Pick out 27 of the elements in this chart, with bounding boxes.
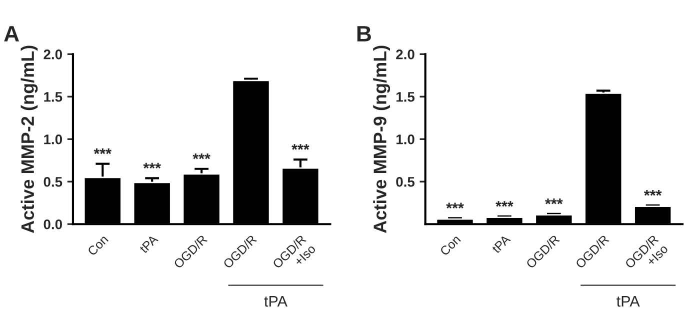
y-axis-title: Active MMP-9 (ng/mL) xyxy=(373,46,390,233)
annotation: *** xyxy=(143,162,161,169)
x-tick-label: tPA xyxy=(491,234,511,254)
annotation: *** xyxy=(545,198,563,204)
x-tick-label: tPA xyxy=(138,234,159,254)
annotation: *** xyxy=(94,148,112,154)
y-tick-label: 1.0 xyxy=(396,134,414,144)
text: tPA xyxy=(264,296,288,307)
y-axis-title: Active MMP-2 (ng/mL) xyxy=(20,46,38,233)
y-tick-label: 0.0 xyxy=(44,219,62,230)
chart-title: A xyxy=(4,26,20,42)
annotation: *** xyxy=(644,190,662,196)
y-tick-label: 2.0 xyxy=(44,49,62,60)
y-tick-label: 1.5 xyxy=(44,92,62,102)
y-tick-label: 2.0 xyxy=(396,49,414,60)
annotation: *** xyxy=(446,202,464,208)
x-tick-label: Con xyxy=(439,234,461,256)
y-tick-label: 1.0 xyxy=(44,134,62,144)
annotation: *** xyxy=(292,144,310,150)
x-tick-label: Con xyxy=(87,234,109,256)
y-tick-label: 1.5 xyxy=(396,92,415,102)
y-tick-label: 0.5 xyxy=(44,176,62,187)
chart-title: B xyxy=(357,26,371,42)
text: tPA xyxy=(616,296,640,307)
annotation: *** xyxy=(192,153,210,160)
annotation: *** xyxy=(496,201,514,207)
y-tick-label: 0.5 xyxy=(396,176,415,187)
